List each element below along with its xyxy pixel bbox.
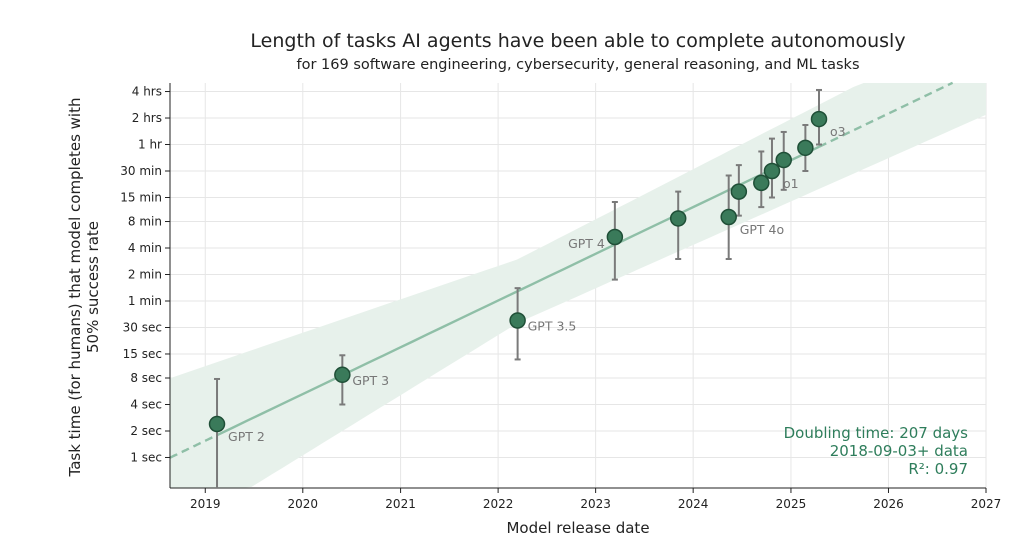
y-tick-label: 15 min — [120, 190, 162, 204]
point-label: GPT 2 — [228, 429, 265, 444]
y-tick-label: 30 sec — [123, 320, 162, 334]
data-point — [810, 110, 828, 128]
data-point — [606, 228, 624, 246]
data-point — [669, 210, 687, 227]
y-tick-label: 2 min — [128, 268, 162, 282]
y-tick-label: 8 sec — [130, 371, 162, 385]
x-tick-label: 2027 — [971, 497, 1002, 511]
x-tick-label: 2026 — [873, 497, 904, 511]
x-tick-label: 2023 — [580, 497, 611, 511]
point-label: o1 — [783, 176, 799, 191]
x-axis-ticks: 2019 2020 2021 2022 2023 2024 2025 2026 2027 — [190, 488, 1001, 511]
point-label: o3 — [830, 124, 846, 139]
y-tick-label: 2 hrs — [132, 111, 162, 125]
y-tick-label: 30 min — [120, 164, 162, 178]
trend-line-dashed-start — [169, 434, 218, 459]
point-label: GPT 4 — [568, 236, 605, 251]
data-point — [730, 183, 748, 200]
y-axis-label-line1: Task time (for humans) that model comple… — [66, 98, 84, 478]
y-tick-label: 1 min — [128, 294, 162, 308]
point-label: GPT 3.5 — [528, 319, 577, 334]
confidence-band — [170, 83, 986, 488]
data-point — [763, 162, 781, 180]
doubling-time-annotation: Doubling time: 207 days — [784, 424, 969, 442]
y-tick-label: 1 sec — [130, 450, 162, 464]
data-point — [334, 366, 351, 384]
y-tick-label: 4 sec — [130, 397, 162, 411]
x-tick-label: 2022 — [483, 497, 514, 511]
chart-subtitle: for 169 software engineering, cybersecur… — [296, 57, 859, 73]
data-point — [753, 174, 770, 192]
x-tick-label: 2020 — [288, 497, 319, 511]
x-tick-label: 2019 — [190, 497, 221, 511]
point-label: GPT 3 — [352, 373, 389, 388]
data-point — [797, 139, 814, 157]
y-tick-label: 4 min — [128, 241, 162, 255]
x-tick-label: 2025 — [776, 497, 807, 511]
x-axis-label: Model release date — [506, 519, 649, 537]
data-point — [775, 151, 792, 169]
data-point — [208, 415, 226, 433]
confidence-band-area — [170, 83, 986, 488]
y-tick-label: 4 hrs — [132, 85, 162, 99]
y-tick-label: 1 hr — [138, 138, 162, 152]
r-squared-annotation: R²: 0.97 — [908, 460, 968, 478]
error-bars — [214, 88, 823, 488]
y-axis-ticks: 1 sec 2 sec 4 sec 8 sec 15 sec 30 sec 1 min 2 m… — [120, 85, 170, 464]
y-tick-label: 15 sec — [123, 347, 162, 361]
data-points — [208, 110, 828, 433]
x-tick-label: 2024 — [678, 497, 709, 511]
y-axis-label-line2: 50% success rate — [84, 221, 102, 353]
data-range-annotation: 2018-09-03+ data — [830, 442, 968, 460]
x-tick-label: 2021 — [385, 497, 416, 511]
trend-line-dashed-end — [818, 81, 954, 148]
data-point — [509, 312, 526, 329]
axes — [169, 83, 986, 489]
point-labels: GPT 2 GPT 3 GPT 3.5 GPT 4 GPT 4o o1 o3 — [228, 124, 846, 444]
chart-title: Length of tasks AI agents have been able… — [250, 30, 905, 52]
point-label: GPT 4o — [740, 222, 784, 237]
y-axis-label: Task time (for humans) that model comple… — [66, 98, 102, 478]
data-point — [720, 208, 737, 226]
y-tick-label: 2 sec — [130, 424, 162, 438]
y-tick-label: 8 min — [128, 215, 162, 229]
